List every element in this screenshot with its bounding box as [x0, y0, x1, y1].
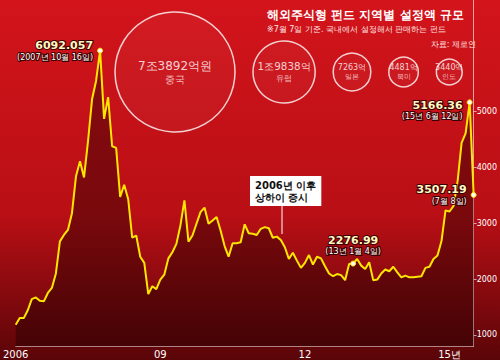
svg-text:4000: 4000 — [477, 163, 497, 172]
svg-text:해외주식형 펀드 지역별 설정액 규모: 해외주식형 펀드 지역별 설정액 규모 — [267, 8, 464, 22]
svg-text:7조3892억원: 7조3892억원 — [138, 59, 212, 73]
svg-text:09: 09 — [154, 349, 167, 360]
svg-text:북미: 북미 — [397, 73, 411, 81]
svg-text:5166.36: 5166.36 — [413, 99, 463, 112]
svg-text:12: 12 — [299, 349, 312, 360]
svg-text:2006년 이후: 2006년 이후 — [255, 180, 316, 191]
svg-text:자료: 제로인: 자료: 제로인 — [431, 40, 476, 49]
svg-text:1조9838억: 1조9838억 — [258, 60, 311, 72]
svg-text:3507.19: 3507.19 — [417, 183, 467, 196]
svg-text:2006: 2006 — [3, 349, 28, 360]
svg-text:중국: 중국 — [165, 74, 185, 85]
svg-text:3440억: 3440억 — [435, 63, 463, 72]
svg-text:2276.99: 2276.99 — [328, 234, 378, 247]
svg-text:2000: 2000 — [477, 275, 497, 284]
svg-text:(15년 6월 12일): (15년 6월 12일) — [402, 112, 463, 121]
svg-text:(13년 1월 4일): (13년 1월 4일) — [325, 247, 381, 256]
svg-text:6092.057: 6092.057 — [35, 39, 93, 52]
svg-text:7263억: 7263억 — [338, 63, 366, 72]
svg-text:4481억: 4481억 — [389, 63, 417, 72]
svg-text:(7월 8일): (7월 8일) — [432, 197, 467, 206]
svg-text:※7월 7일 기준. 국내에서 설정해서 판매하는 펀드: ※7월 7일 기준. 국내에서 설정해서 판매하는 펀드 — [267, 25, 446, 34]
svg-text:유럽: 유럽 — [276, 73, 292, 83]
svg-text:1000: 1000 — [477, 330, 497, 339]
svg-text:상하이 증시: 상하이 증시 — [255, 192, 308, 203]
svg-text:인도: 인도 — [442, 73, 456, 81]
svg-text:(2007년 10월 16일): (2007년 10월 16일) — [17, 53, 93, 62]
svg-text:일본: 일본 — [345, 73, 359, 81]
svg-text:5000: 5000 — [477, 107, 497, 116]
svg-text:15년: 15년 — [438, 349, 461, 360]
svg-text:3000: 3000 — [477, 219, 497, 228]
